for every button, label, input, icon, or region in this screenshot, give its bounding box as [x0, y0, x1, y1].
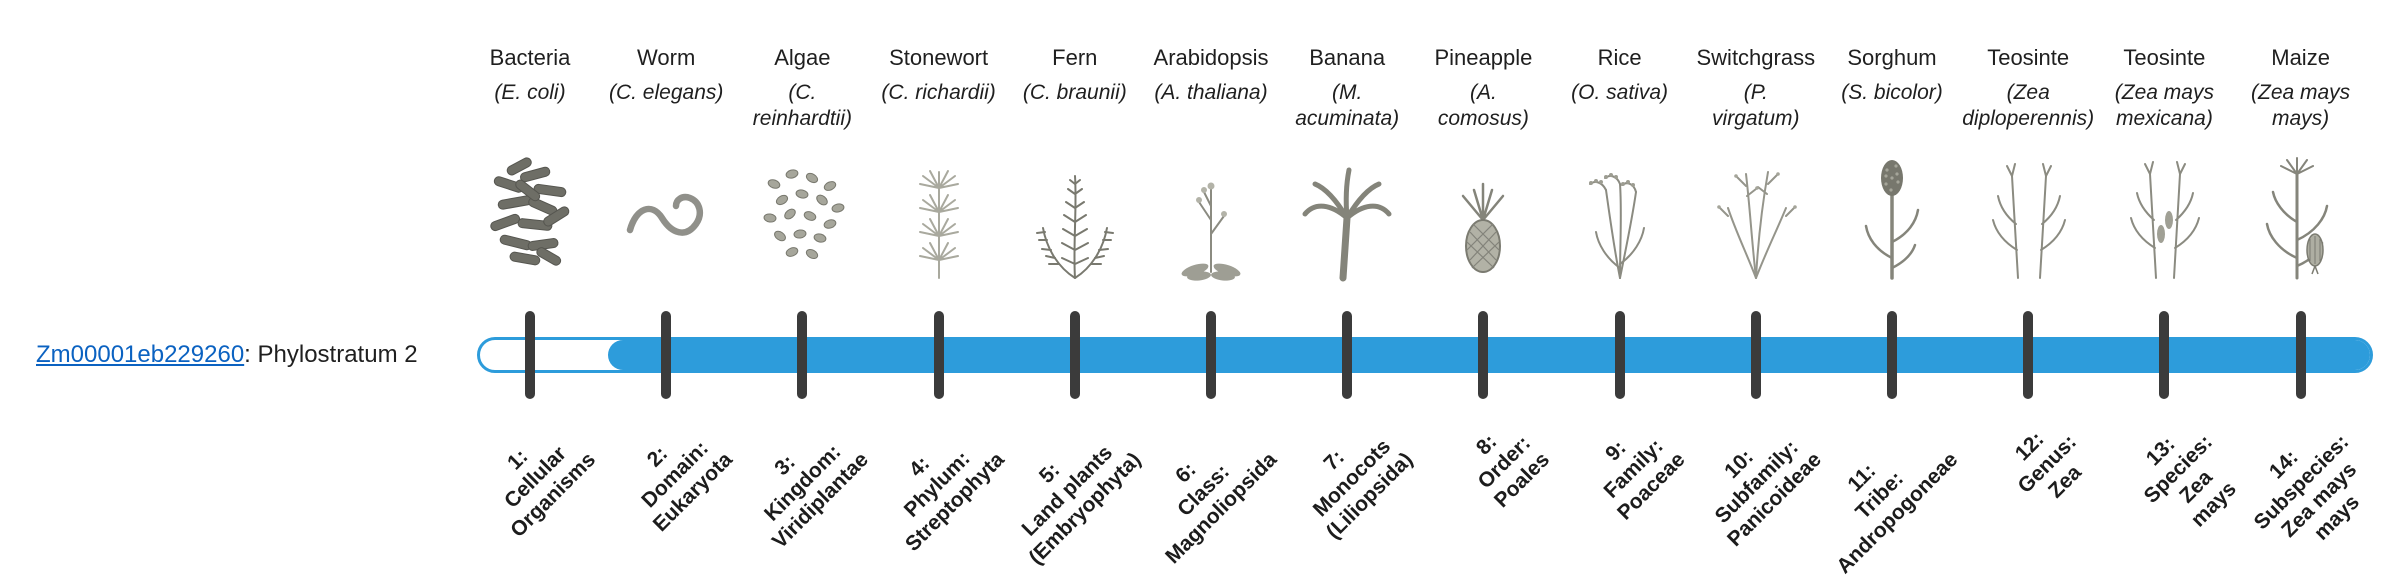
- organism-column: Teosinte (Zea diploperennis): [1953, 44, 2103, 286]
- phylostratum-tick: [1069, 311, 1080, 399]
- phylostratum-label: 6: Class: Magnoliopsida: [1161, 448, 1282, 569]
- organism-column: Banana (M. acuminata): [1272, 44, 1422, 286]
- arabidopsis-image: [1136, 136, 1286, 286]
- phylostratum-tick: [1887, 311, 1897, 399]
- organism-column: Arabidopsis (A. thaliana): [1136, 44, 1286, 286]
- organism-column: Worm (C. elegans): [591, 44, 741, 286]
- teosinte-diploperennis-image: [1953, 136, 2103, 286]
- phylostratum-tick: [2295, 311, 2306, 399]
- phylostratum-label: 4: Phylum: Streptophyta: [899, 446, 1009, 556]
- phylostratum-label: 7: Monocots (Liliopsida): [1308, 434, 1418, 544]
- organism-common-name: Banana: [1309, 45, 1386, 70]
- organism-common-name: Sorghum: [1847, 45, 1937, 70]
- organism-common-name: Bacteria: [489, 45, 571, 70]
- phylostratum-label: 3: Kingdom: Viridiplantae: [759, 440, 873, 554]
- organism-common-name: Teosinte: [1987, 45, 2070, 70]
- phylostratum-label: 1: Cellular Organisms: [500, 441, 601, 542]
- organism-scientific-name: (Zea diploperennis): [1962, 81, 2095, 130]
- organism-scientific-name: (A. comosus): [1437, 81, 1529, 130]
- maize-image: [2226, 136, 2376, 286]
- phylostratum-tick: [1750, 311, 1761, 399]
- phylostratum-label: 2: Domain: Eukaryota: [636, 436, 737, 537]
- phylostratum-label: 9: Family: Poaceae: [1599, 434, 1690, 525]
- phylostratum-label: 11: Tribe: Andropogoneae: [1832, 448, 1963, 579]
- banana-image: [1272, 136, 1422, 286]
- sorghum-image: [1817, 136, 1967, 286]
- phylostratum-tick: [2159, 311, 2170, 399]
- phylostratum-tick: [2023, 311, 2034, 399]
- organism-scientific-name: (Zea mays mexicana): [2114, 81, 2214, 130]
- phylostratum-label: 13: Species: Zea mays: [2139, 430, 2241, 532]
- phylostratum-label: 12: Genus: Zea: [2010, 427, 2086, 503]
- organism-column: Sorghum (S. bicolor): [1817, 44, 1967, 286]
- worm-image: [591, 136, 741, 286]
- organism-column: Bacteria (E. coli): [455, 44, 605, 286]
- organism-common-name: Algae: [774, 45, 831, 70]
- phylostratum-tick: [525, 311, 535, 399]
- phylostratum-label: 5: Land plants (Embryophyta): [1017, 441, 1146, 570]
- organism-common-name: Pineapple: [1434, 45, 1533, 70]
- phylostratum-tick: [1478, 311, 1489, 399]
- organism-scientific-name: (C. richardii): [881, 81, 996, 104]
- phylostratum-label: 8: Order: Poales: [1471, 430, 1554, 513]
- organism-common-name: Fern: [1052, 45, 1098, 70]
- organism-common-name: Switchgrass: [1696, 45, 1816, 70]
- timeline-bar-fill: [608, 340, 2370, 370]
- organism-scientific-name: (C. braunii): [1022, 81, 1127, 104]
- phylostratum-tick: [1206, 311, 1216, 399]
- phylostratum-tick: [933, 311, 944, 399]
- bacteria-image: [455, 136, 605, 286]
- gene-id-link[interactable]: Zm00001eb229260: [36, 341, 245, 368]
- timeline-bar: [477, 337, 2373, 373]
- organism-scientific-name: (E. coli): [494, 81, 566, 104]
- organism-column: Teosinte (Zea mays mexicana): [2089, 44, 2239, 286]
- algae-image: [727, 136, 877, 286]
- phylostratum-label: 14: Subspecies: Zea mays mays: [2249, 430, 2364, 545]
- organism-common-name: Arabidopsis: [1153, 45, 1269, 70]
- organism-scientific-name: (A. thaliana): [1154, 81, 1268, 104]
- organism-scientific-name: (S. bicolor): [1841, 81, 1943, 104]
- organism-scientific-name: (O. sativa): [1571, 81, 1669, 104]
- teosinte-mexicana-image: [2089, 136, 2239, 286]
- organism-common-name: Maize: [2271, 45, 2330, 70]
- organism-scientific-name: (Zea mays mays): [2251, 81, 2351, 130]
- organism-common-name: Stonewort: [889, 45, 989, 70]
- phylostratum-tick: [661, 311, 672, 399]
- organism-scientific-name: (M. acuminata): [1295, 81, 1400, 130]
- switchgrass-image: [1681, 136, 1831, 286]
- phylostratum-tick: [1342, 311, 1353, 399]
- rice-image: [1545, 136, 1695, 286]
- fern-image: [1000, 136, 1150, 286]
- organism-column: Rice (O. sativa): [1545, 44, 1695, 286]
- pineapple-image: [1408, 136, 1558, 286]
- phylostratum-tick: [1614, 311, 1625, 399]
- gene-phylostratum-text: : Phylostratum 2: [244, 341, 418, 368]
- gene-label: Zm00001eb229260: Phylostratum 2: [36, 340, 418, 370]
- organism-column: Switchgrass (P. virgatum): [1681, 44, 1831, 286]
- organism-common-name: Worm: [637, 45, 696, 70]
- organism-column: Maize (Zea mays mays): [2226, 44, 2376, 286]
- organism-scientific-name: (C. reinhardtii): [752, 81, 852, 130]
- organism-common-name: Rice: [1597, 45, 1642, 70]
- organism-column: Pineapple (A. comosus): [1408, 44, 1558, 286]
- organism-common-name: Teosinte: [2123, 45, 2206, 70]
- organism-column: Stonewort (C. richardii): [864, 44, 1014, 286]
- organism-column: Algae (C. reinhardtii): [727, 44, 877, 286]
- organism-column: Fern (C. braunii): [1000, 44, 1150, 286]
- organism-scientific-name: (P. virgatum): [1712, 81, 1800, 130]
- stonewort-image: [864, 136, 1014, 286]
- organism-scientific-name: (C. elegans): [608, 81, 724, 104]
- phylostratum-tick: [797, 311, 808, 399]
